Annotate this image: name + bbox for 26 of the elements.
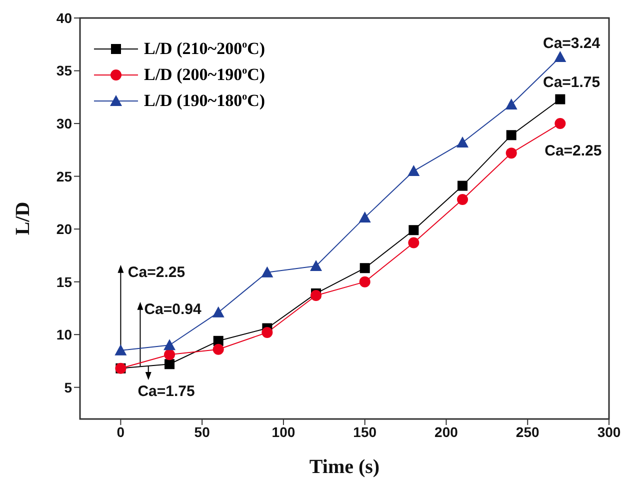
y-tick-label: 5 xyxy=(64,379,72,396)
y-tick-label: 25 xyxy=(56,168,72,184)
y-tick-label: 30 xyxy=(56,115,72,132)
x-tick-label: 0 xyxy=(116,424,125,440)
annotation: Ca=0.94 xyxy=(144,300,202,318)
y-tick-label: 15 xyxy=(56,274,72,290)
x-tick-label: 50 xyxy=(194,424,210,440)
annotation: Ca=1.75 xyxy=(138,383,195,400)
legend-label: L/D (190~180$^{o}$C) xyxy=(144,91,266,110)
x-tick-label: 100 xyxy=(272,424,296,440)
x-tick-label: 150 xyxy=(353,424,377,440)
y-tick-label: 40 xyxy=(56,10,72,26)
legend-label: L/D (210~200$^{o}$C) xyxy=(144,39,266,58)
legend-label: L/D (200~190$^{o}$C) xyxy=(144,65,266,84)
x-axis-title: Time (s) xyxy=(309,456,380,478)
y-tick-label: 35 xyxy=(56,62,72,79)
x-tick-label: 300 xyxy=(597,424,621,440)
y-axis-title: L/D xyxy=(12,202,34,236)
y-tick-label: 10 xyxy=(56,326,72,343)
x-tick-label: 250 xyxy=(516,424,540,440)
y-tick-label: 20 xyxy=(56,221,72,238)
annotation: Ca=3.24 xyxy=(542,34,601,52)
annotation: Ca=2.25 xyxy=(544,142,602,160)
x-tick-label: 200 xyxy=(434,424,458,440)
annotation: Ca=2.25 xyxy=(128,264,186,281)
annotation: Ca=1.75 xyxy=(542,74,600,91)
